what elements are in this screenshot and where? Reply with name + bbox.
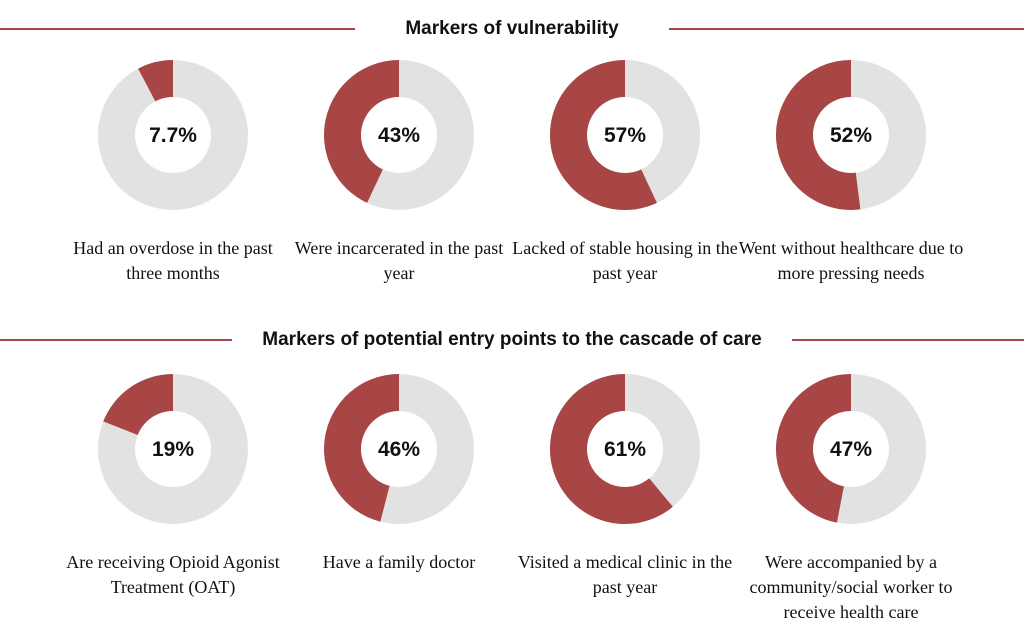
donut-chart: 61%	[550, 374, 700, 524]
donut-caption: Had an overdose in the past three months	[73, 238, 273, 283]
donut-item: 57% Lacked of stable housing in the past…	[512, 60, 738, 286]
donut-chart: 46%	[324, 374, 474, 524]
donut-item: 47% Were accompanied by a community/soci…	[738, 374, 964, 625]
donut-chart: 43%	[324, 60, 474, 210]
donut-hole	[361, 411, 437, 487]
donut-item: 61% Visited a medical clinic in the past…	[512, 374, 738, 600]
donut-hole	[361, 97, 437, 173]
header-rule-right	[669, 28, 1024, 30]
donut-item: 19% Are receiving Opioid Agonist Treatme…	[60, 374, 286, 600]
header-rule-right	[792, 339, 1024, 341]
percent-label: 19%	[152, 438, 194, 461]
donut-hole	[587, 97, 663, 173]
donut-chart: 52%	[776, 60, 926, 210]
donut-caption: Were incarcerated in the past year	[294, 238, 504, 283]
donut-item: 52% Went without healthcare due to more …	[738, 60, 964, 286]
percent-label: 57%	[604, 124, 646, 147]
donut-hole	[587, 411, 663, 487]
donut-caption: Lacked of stable housing in the past yea…	[512, 238, 738, 283]
percent-label: 7.7%	[149, 124, 197, 147]
percent-label: 43%	[378, 124, 420, 147]
header-rule-left	[0, 339, 232, 341]
percent-label: 52%	[830, 124, 872, 147]
donut-item: 46% Have a family doctor	[286, 374, 512, 575]
header-rule-left	[0, 28, 355, 30]
donut-caption: Were accompanied by a community/social w…	[749, 552, 953, 622]
donut-caption: Visited a medical clinic in the past yea…	[517, 552, 733, 597]
donut-hole	[813, 97, 889, 173]
section-title: Markers of potential entry points to the…	[250, 329, 774, 350]
percent-label: 47%	[830, 438, 872, 461]
donut-caption: Have a family doctor	[322, 552, 476, 572]
donut-hole	[135, 97, 211, 173]
donut-hole	[135, 411, 211, 487]
section-header-vulnerability: Markers of vulnerability	[0, 14, 1024, 44]
donut-item: 43% Were incarcerated in the past year	[286, 60, 512, 286]
percent-label: 61%	[604, 438, 646, 461]
donut-chart: 19%	[98, 374, 248, 524]
donut-chart: 47%	[776, 374, 926, 524]
donut-caption: Are receiving Opioid Agonist Treatment (…	[66, 552, 280, 597]
donut-chart: 57%	[550, 60, 700, 210]
donut-chart: 7.7%	[98, 60, 248, 210]
section-title: Markers of vulnerability	[393, 18, 631, 39]
donut-hole	[813, 411, 889, 487]
donut-item: 7.7% Had an overdose in the past three m…	[60, 60, 286, 286]
donut-caption: Went without healthcare due to more pres…	[738, 238, 964, 283]
percent-label: 46%	[378, 438, 420, 461]
section-header-entry-points: Markers of potential entry points to the…	[0, 325, 1024, 355]
